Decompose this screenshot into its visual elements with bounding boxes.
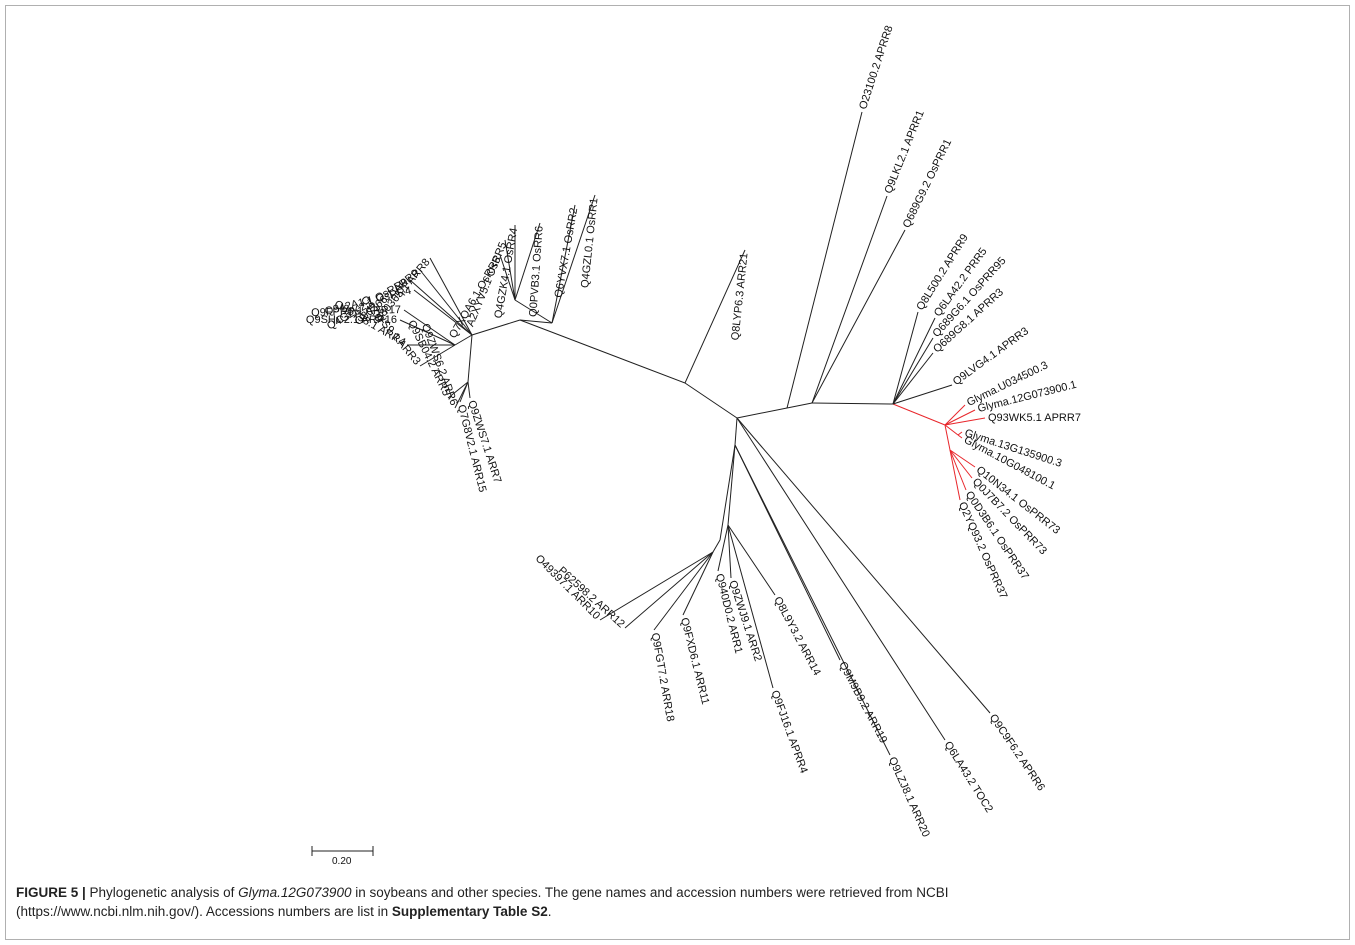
caption-text-2: in soybeans and other species. The gene … [351, 885, 949, 900]
tree-branch-highlight [944, 424, 959, 436]
tree-branch [447, 381, 469, 399]
tree-branch-highlight [892, 403, 946, 426]
tree-branch [514, 222, 541, 301]
tree-branch [734, 444, 841, 661]
tree-branch [419, 344, 456, 367]
tree-branch [892, 352, 934, 405]
tree-branch [736, 407, 788, 419]
tree-branch [811, 229, 906, 404]
tree-branch [504, 239, 516, 301]
leaf-label: Q8LYP6.3 ARR21 [729, 252, 750, 341]
tree-branch [892, 311, 919, 405]
leaf-label: Q9C9F6.2 APRR6 [987, 712, 1047, 793]
leaf-label: Q4GZL0.1 OsRR1 [579, 197, 600, 288]
tree-branch-highlight [944, 424, 951, 451]
tree-branch [551, 194, 596, 324]
tree-branch [892, 384, 953, 405]
caption-text-1: Phylogenetic analysis of [85, 885, 239, 900]
tree-branch [467, 334, 473, 383]
tree-branch-highlight [949, 449, 961, 501]
tree-branch-highlight [957, 431, 963, 436]
caption-gene-name: Glyma.12G073900 [238, 885, 352, 900]
leaf-label: Q9LKL2.1 APRR1 [882, 109, 926, 196]
leaf-label: Q9SHC2.1 ARR16 [306, 314, 397, 326]
tree-branch [624, 551, 714, 629]
leaf-label: P62598.2 ARR12 [556, 565, 627, 631]
tree-branch [892, 317, 936, 405]
scale-bar-label: 0.20 [332, 856, 352, 867]
tree-branch [727, 524, 776, 596]
tree-branch-highlight [944, 409, 976, 426]
leaf-label: O23100.2 APRR8 [857, 24, 895, 111]
tree-branch-highlight [944, 404, 966, 426]
tree-branch-highlight [944, 417, 986, 426]
tree-branch [727, 524, 732, 579]
tree-branch [712, 539, 721, 553]
leaf-label: Q93WK5.1 APRR7 [988, 412, 1081, 424]
tree-branch [467, 381, 471, 399]
leaf-label: Q6YVX7.1 OsRR2 [553, 207, 581, 299]
tree-branch [786, 111, 863, 409]
tree-branch [684, 249, 746, 384]
tree-branch [736, 417, 946, 741]
tree-branch [419, 269, 473, 336]
tree-branch [734, 417, 738, 446]
tree-branch [409, 279, 473, 336]
tree-branch [471, 319, 521, 336]
tree-branch [727, 444, 736, 526]
caption-line-2: (https://www.ncbi.nlm.nih.gov/). Accessi… [16, 904, 392, 919]
leaf-label: Q9FGT7.2 ARR18 [649, 632, 676, 723]
caption-end: . [547, 904, 552, 919]
tree-branch-highlight [957, 434, 963, 439]
tree-branch [519, 319, 553, 324]
tree-branch [429, 257, 473, 336]
tree-branch [727, 524, 774, 689]
tree-branch [682, 551, 714, 616]
leaf-label: Q9M9B9.2 ARR19 [836, 660, 889, 746]
leaf-label: Q9FJ16.1 APRR4 [768, 689, 809, 775]
caption-label: FIGURE 5 | [16, 885, 86, 900]
tree-branch [399, 319, 456, 346]
tree-branch [413, 289, 473, 336]
leaf-label: Q9FPR6.1 ARR17 [311, 304, 401, 319]
tree-branch [892, 337, 934, 405]
tree-branch [736, 417, 991, 714]
tree-branches [399, 111, 991, 756]
leaf-label: O49397.1 ARR10 [533, 553, 602, 622]
tree-branch [551, 204, 576, 324]
tree-branch [811, 402, 894, 405]
tree-branch-highlight [949, 449, 973, 479]
figure-frame [5, 5, 1350, 940]
tree-branch [719, 444, 736, 541]
tree-branch [734, 444, 891, 756]
leaf-label: Q9FXD6.1 ARR11 [678, 616, 711, 705]
leaf-label: Q0PVB3.1 OsRR6 [527, 226, 545, 318]
tree-branch [514, 299, 553, 324]
leaf-label: Q9LZJ8.1 ARR20 [886, 755, 932, 839]
tree-branch [717, 524, 729, 572]
leaf-label: Q6LA43.2 TOC2 [942, 739, 995, 815]
tree-branch [684, 382, 738, 419]
figure-caption: FIGURE 5 | Phylogenetic analysis of Glym… [16, 883, 1341, 921]
tree-branch [811, 195, 888, 404]
tree-branch [519, 319, 686, 384]
leaf-label: Q8L9Y3.2 ARR14 [771, 595, 823, 678]
tree-branch [454, 334, 473, 346]
tree-branch [599, 551, 714, 621]
tree-branch [786, 402, 813, 409]
scale-bar: 0.20 [311, 846, 374, 867]
tree-branch [653, 551, 714, 631]
tree-branch-highlight [949, 449, 976, 468]
tree-branch-highlight [949, 449, 967, 491]
caption-table-ref: Supplementary Table S2 [391, 904, 548, 919]
tree-branch [403, 309, 456, 346]
tree-branch [499, 254, 516, 301]
tree-branch [454, 381, 469, 409]
